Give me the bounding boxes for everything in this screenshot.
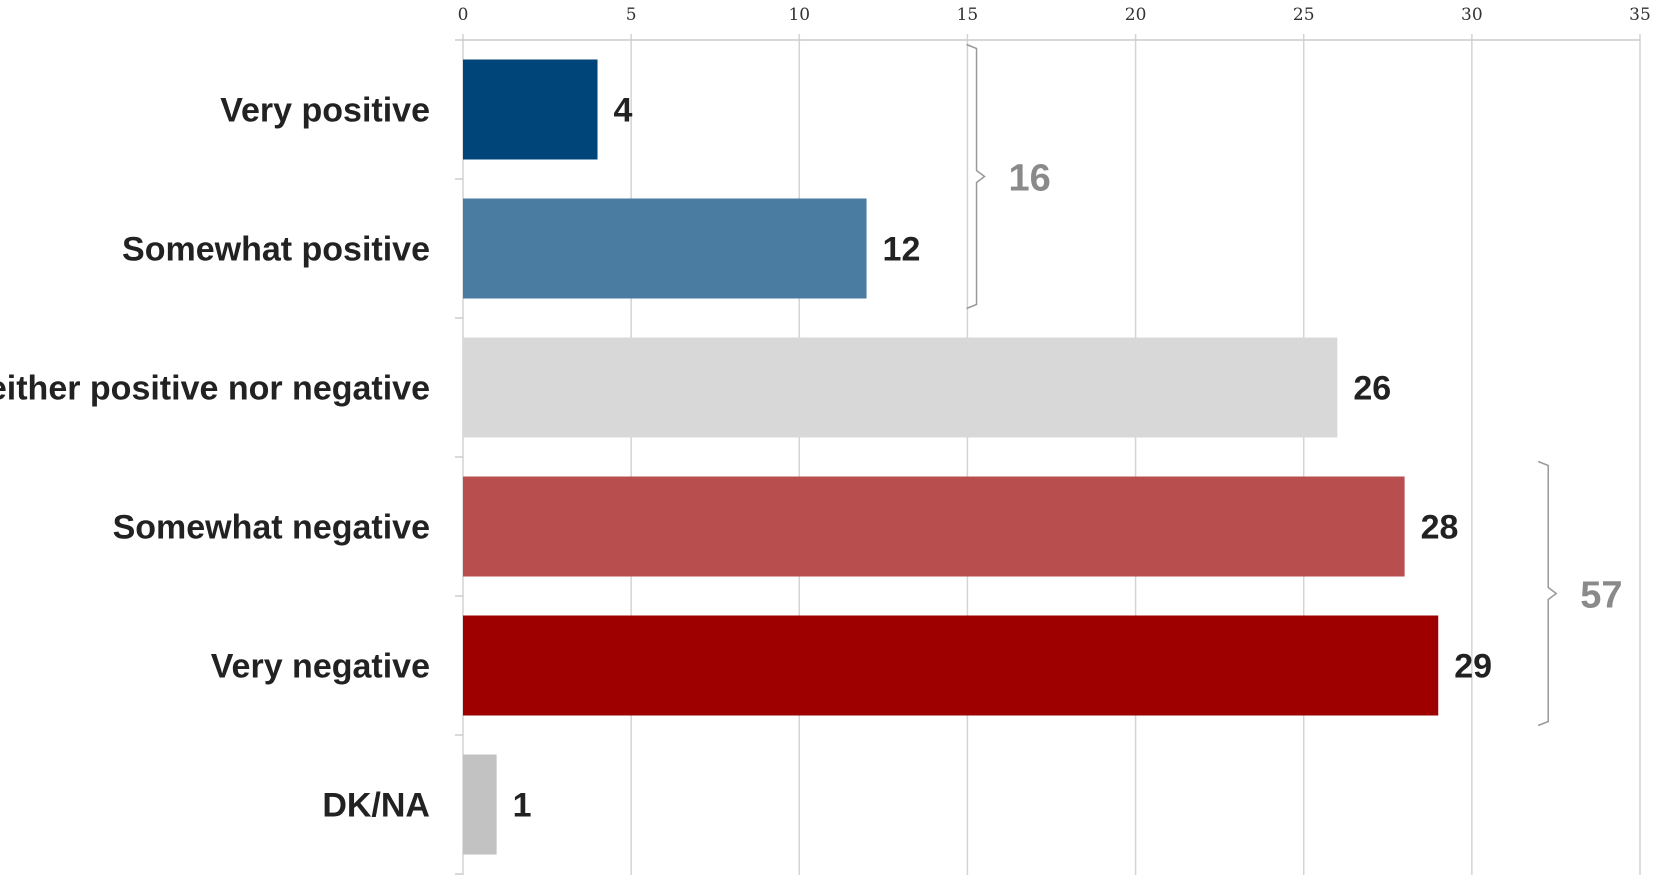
x-tick-label: 15 — [957, 5, 979, 25]
bar-value-label: 28 — [1421, 509, 1459, 547]
group-total-label: 16 — [1009, 158, 1051, 200]
group-bracket — [966, 43, 986, 310]
category-label: Very negative — [211, 648, 430, 686]
bar — [463, 337, 1338, 438]
category-label: DK/NA — [322, 787, 430, 825]
category-label: Neither positive nor negative — [0, 370, 430, 408]
x-tick-label: 20 — [1125, 5, 1147, 25]
group-bracket — [1537, 460, 1558, 727]
x-tick-label: 30 — [1461, 5, 1483, 25]
category-label: Somewhat negative — [113, 509, 430, 547]
bar-value-label: 4 — [614, 92, 633, 130]
x-tick-label: 10 — [788, 5, 810, 25]
bar — [463, 754, 497, 855]
bar — [463, 476, 1405, 577]
x-tick-label: 0 — [458, 5, 469, 25]
bar-value-label: 12 — [883, 231, 921, 269]
bar — [463, 615, 1439, 716]
bar — [463, 59, 598, 160]
x-tick-label: 5 — [626, 5, 637, 25]
x-tick-label: 25 — [1293, 5, 1315, 25]
bar-value-label: 26 — [1353, 370, 1391, 408]
group-total-label: 57 — [1580, 575, 1622, 617]
category-label: Somewhat positive — [122, 231, 430, 269]
bar — [463, 198, 867, 299]
category-label: Very positive — [220, 92, 430, 130]
bar-value-label: 1 — [513, 787, 532, 825]
bar-value-label: 29 — [1454, 648, 1492, 686]
x-tick-label: 35 — [1629, 5, 1651, 25]
